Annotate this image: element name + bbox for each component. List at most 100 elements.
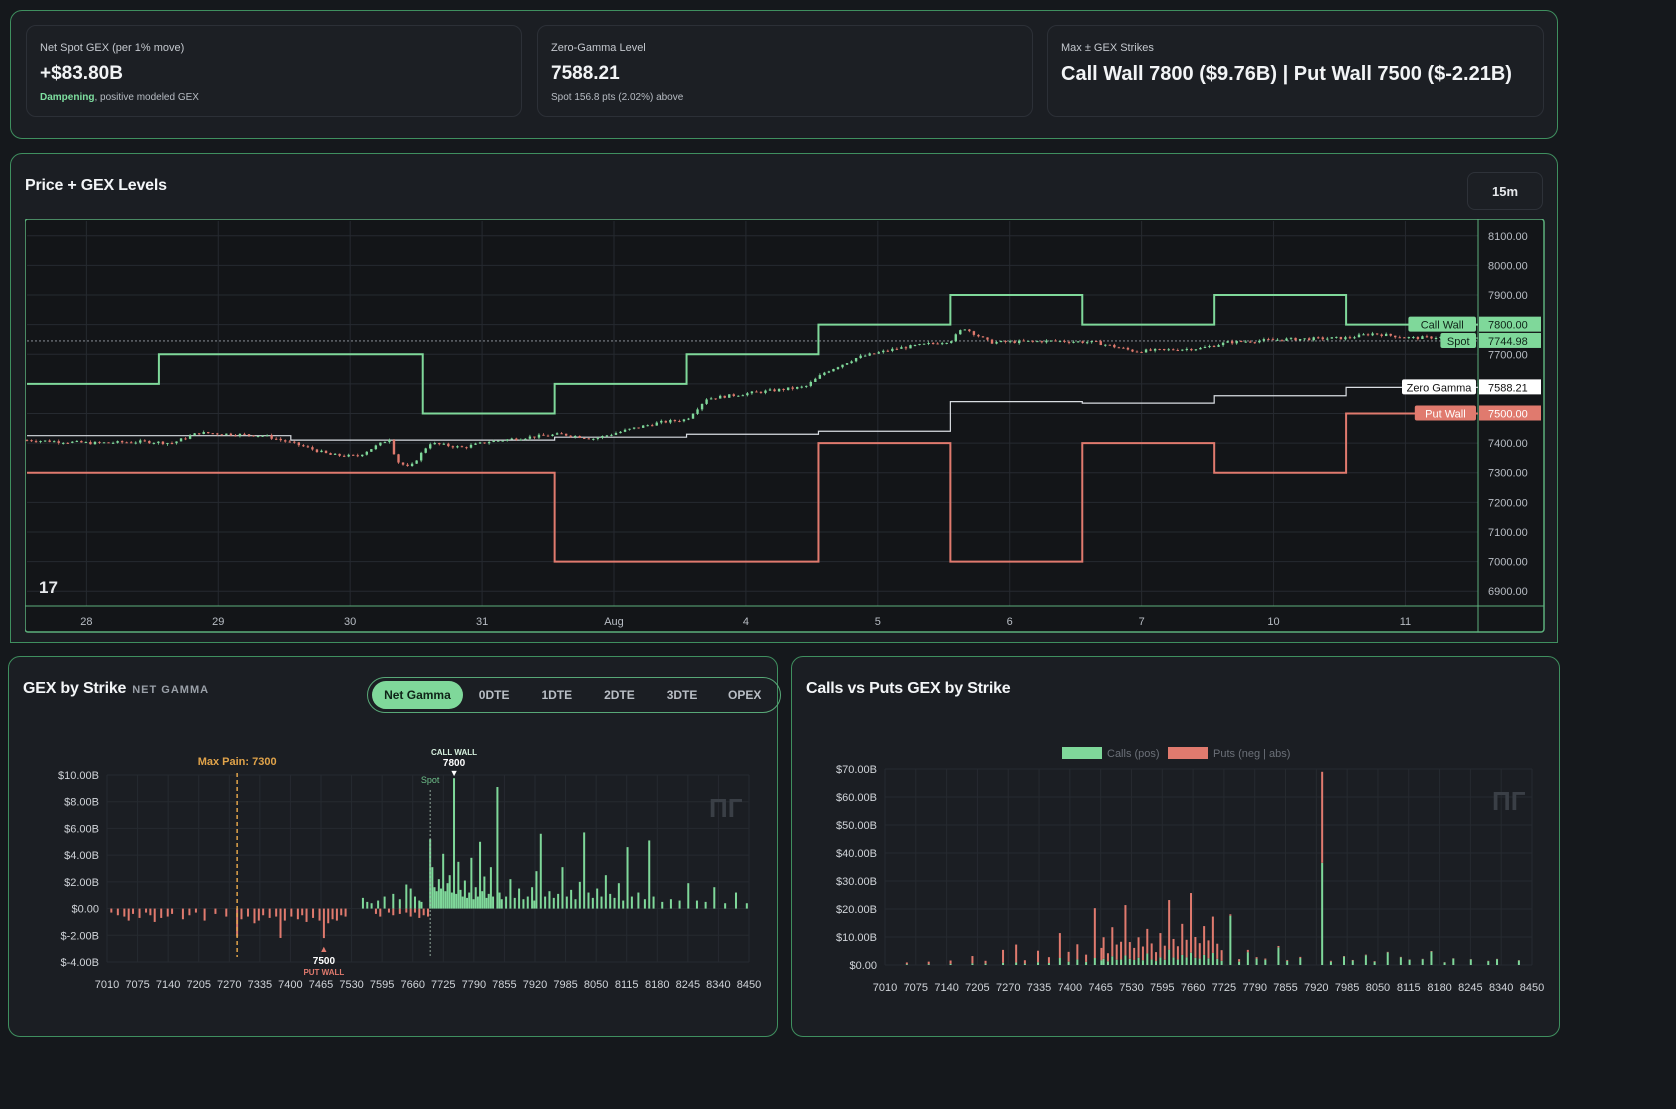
- calls-bar: [1106, 961, 1109, 965]
- gex-bar-negative: [379, 908, 382, 917]
- gex-bar-positive: [461, 896, 464, 909]
- gex-bar-positive: [437, 879, 440, 909]
- candle-body: [773, 389, 776, 392]
- candle-body: [1339, 336, 1343, 340]
- watermark-logo: ПГ: [709, 793, 743, 823]
- calls-bar: [1216, 958, 1219, 965]
- candle-body: [1425, 336, 1429, 338]
- candle-body: [759, 391, 763, 393]
- tab-0dte[interactable]: 0DTE: [478, 688, 510, 702]
- gex-bar-negative: [116, 908, 119, 916]
- price-chart[interactable]: 8100.008000.007900.007800.007700.007600.…: [25, 219, 1545, 633]
- candle-body: [836, 367, 840, 370]
- candle-body: [1108, 344, 1112, 346]
- gex-bar-positive: [466, 897, 469, 909]
- gex-bar-positive: [704, 901, 707, 909]
- calls-bar: [1047, 963, 1050, 965]
- tab-3dte[interactable]: 3DTE: [666, 688, 698, 702]
- timeframe-button[interactable]: 15m: [1467, 172, 1543, 210]
- call-wall-strike: 7800: [443, 758, 466, 769]
- calls-bar: [1150, 959, 1153, 965]
- candle-body: [111, 442, 115, 444]
- calls-bar: [1430, 951, 1433, 965]
- candle-body: [1271, 339, 1275, 341]
- candle-body: [48, 440, 51, 442]
- candle-body: [1407, 337, 1411, 339]
- calls-bar: [1115, 959, 1118, 965]
- candle-body: [352, 454, 355, 456]
- price-x-tick: 29: [212, 616, 224, 628]
- gex-bar-positive: [361, 897, 364, 909]
- candle-body: [1004, 340, 1007, 343]
- gex-bar-positive: [617, 883, 620, 909]
- level-name-label: Call Wall: [1421, 320, 1464, 332]
- bar-x-tick: 7530: [339, 979, 363, 991]
- level-name-tag: [1440, 332, 1476, 348]
- candle-body: [1140, 351, 1143, 353]
- candle-body: [583, 437, 586, 439]
- gex-bar-positive: [630, 896, 633, 909]
- candle-body: [533, 436, 536, 438]
- gex-bar-positive: [596, 888, 599, 909]
- gex-bar-positive: [433, 887, 436, 909]
- candle-body: [216, 433, 219, 435]
- candle-body: [1375, 333, 1379, 335]
- candle-body: [1126, 347, 1130, 350]
- candle-body: [768, 389, 772, 391]
- candle-body: [329, 453, 332, 455]
- gex-bar-negative: [188, 908, 191, 916]
- legend-puts-label: Puts (neg | abs): [1213, 748, 1290, 760]
- candle-body: [1099, 341, 1102, 346]
- candle-body: [270, 435, 273, 439]
- calls-bar: [1246, 952, 1249, 965]
- candle-body: [718, 395, 722, 399]
- candle-body: [931, 342, 935, 344]
- candle-body: [478, 442, 482, 444]
- candle-body: [188, 435, 192, 439]
- candle-body: [356, 455, 359, 457]
- candle-body: [873, 353, 876, 355]
- candle-body: [546, 435, 550, 437]
- candle-body: [52, 441, 56, 443]
- gex-bar-positive: [643, 899, 646, 909]
- calls-puts-chart[interactable]: $70.00B $60.00B $50.00B $40.00B $30.00B $20.0…: [792, 735, 1552, 1035]
- candle-body: [614, 433, 618, 435]
- puts-bar: [1299, 956, 1302, 958]
- tab-2dte[interactable]: 2DTE: [604, 688, 635, 702]
- calls-bar: [1124, 955, 1127, 965]
- candle-body: [506, 439, 509, 441]
- gex-bar-negative: [374, 908, 377, 914]
- stat-label: Zero-Gamma Level: [551, 42, 646, 54]
- calls-bar: [1159, 957, 1162, 965]
- candle-body: [750, 391, 754, 394]
- candle-body: [383, 442, 387, 444]
- puts-bar: [1037, 950, 1040, 963]
- level-line-call-wall: [27, 294, 1478, 415]
- candle-body: [1412, 337, 1415, 339]
- candle-body: [1430, 336, 1433, 339]
- puts-bar: [1194, 937, 1197, 958]
- bar-y-tick: $10.00B: [58, 770, 99, 782]
- calls-bar: [1364, 955, 1367, 965]
- calls-bar: [1100, 960, 1103, 965]
- candle-body: [709, 398, 713, 400]
- tab-opex[interactable]: OPEX: [728, 688, 762, 702]
- candle-body: [1384, 333, 1388, 337]
- bar-y-tick: $20.00B: [836, 904, 877, 916]
- puts-bar: [1255, 957, 1258, 959]
- puts-bar: [1286, 959, 1289, 961]
- gex-chart[interactable]: $10.00B $8.00B $6.00B $4.00B $2.00B $0.00 $-2.…: [9, 735, 769, 1035]
- tab-net-gamma[interactable]: Net Gamma: [372, 681, 463, 709]
- candle-body: [1113, 344, 1116, 348]
- candle-body: [469, 444, 473, 448]
- candle-body: [524, 438, 527, 440]
- bar-x-tick: 8115: [1397, 982, 1421, 994]
- gex-bar-positive: [487, 893, 490, 909]
- tab-1dte[interactable]: 1DTE: [541, 688, 573, 702]
- candle-body: [284, 440, 287, 442]
- candle-body: [560, 433, 563, 435]
- puts-bar: [1163, 945, 1166, 960]
- candle-body: [297, 442, 301, 446]
- calls-bar: [1351, 960, 1354, 965]
- candle-body: [130, 442, 133, 444]
